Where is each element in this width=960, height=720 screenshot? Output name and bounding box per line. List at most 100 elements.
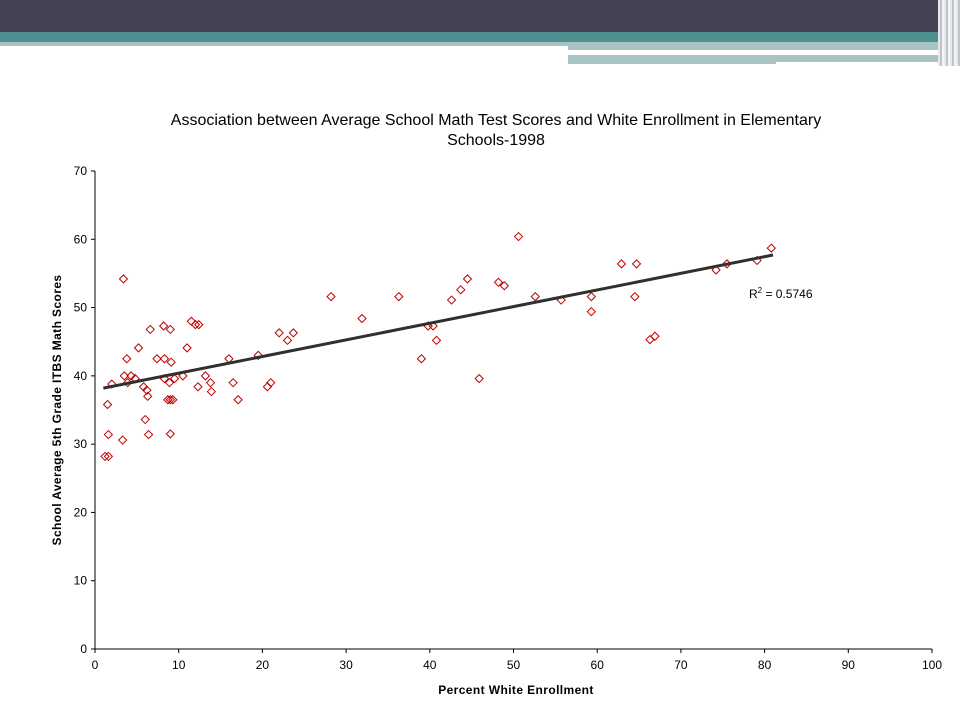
header-divider-line-lower <box>776 62 940 64</box>
x-tick-label: 100 <box>922 658 942 672</box>
slide-header <box>0 0 960 66</box>
data-point <box>133 343 144 353</box>
header-light-band-right <box>568 42 940 50</box>
data-point <box>446 295 457 305</box>
x-tick-label: 60 <box>591 658 605 672</box>
data-point <box>190 319 201 330</box>
data-point <box>530 291 540 302</box>
r-squared-r: R <box>749 287 758 301</box>
data-point <box>253 350 263 361</box>
data-point <box>631 259 642 269</box>
y-tick-label: 30 <box>74 437 88 451</box>
data-point <box>142 385 152 395</box>
data-point <box>326 291 336 302</box>
data-point <box>152 354 162 364</box>
data-point <box>394 291 404 302</box>
trendline <box>103 253 774 390</box>
data-point <box>169 373 180 384</box>
x-tick-label: 30 <box>339 658 353 672</box>
data-point <box>766 243 777 253</box>
r-squared-value: = 0.5746 <box>762 287 813 301</box>
y-tick-label: 40 <box>74 369 88 383</box>
data-point <box>178 371 188 381</box>
data-point <box>200 371 211 381</box>
y-tick-label: 50 <box>74 301 88 315</box>
data-point <box>630 291 640 302</box>
x-tick-label: 10 <box>172 658 186 672</box>
data-point <box>118 274 129 284</box>
header-teal-band <box>0 32 960 42</box>
data-points <box>100 231 777 462</box>
data-point <box>274 328 284 338</box>
x-tick-label: 20 <box>256 658 270 672</box>
data-point <box>650 331 660 341</box>
header-stripe-decoration <box>938 0 960 66</box>
y-tick-label: 10 <box>74 574 88 588</box>
data-point <box>499 281 510 291</box>
x-axis-ticks: 0 10 20 30 40 50 60 70 80 90 100 <box>92 649 942 672</box>
header-light-band-lower <box>568 55 940 64</box>
data-point <box>103 451 114 462</box>
data-point <box>513 231 524 242</box>
header-divider-line <box>568 51 888 53</box>
data-point <box>165 429 176 439</box>
data-point <box>206 386 217 397</box>
data-point <box>645 334 655 345</box>
data-point <box>119 371 130 381</box>
header-dark-band <box>0 0 960 32</box>
data-point <box>193 382 203 392</box>
data-point <box>122 354 132 364</box>
data-point <box>158 321 169 331</box>
data-point <box>493 277 504 288</box>
data-point <box>165 324 176 335</box>
data-point <box>164 377 175 388</box>
data-point <box>456 285 466 295</box>
data-point <box>182 343 192 353</box>
data-point <box>143 391 153 402</box>
data-point <box>100 451 110 462</box>
y-tick-label: 70 <box>74 164 88 178</box>
data-point <box>194 319 204 330</box>
chart-title-line-2: Schools-1998 <box>447 132 545 149</box>
y-axis-ticks: 0 10 20 30 40 50 60 70 <box>74 164 95 656</box>
data-point <box>186 316 196 326</box>
x-tick-label: 80 <box>758 658 772 672</box>
y-tick-label: 60 <box>74 232 88 246</box>
x-tick-label: 70 <box>674 658 688 672</box>
x-tick-label: 90 <box>842 658 856 672</box>
data-point <box>163 395 173 405</box>
data-point <box>431 335 442 346</box>
chart-title-line-1: Association between Average School Math … <box>171 112 821 129</box>
r-squared-superscript: 2 <box>758 286 763 295</box>
data-point <box>586 291 597 302</box>
data-point <box>228 377 238 388</box>
data-point <box>145 324 155 335</box>
data-point <box>102 399 113 410</box>
data-point <box>159 354 170 364</box>
data-point <box>165 395 176 405</box>
data-point <box>462 274 473 284</box>
x-tick-label: 0 <box>92 658 99 672</box>
data-point <box>103 429 114 440</box>
r-squared-label: R2 = 0.5746 <box>749 286 813 301</box>
data-point <box>266 377 276 388</box>
y-tick-label: 20 <box>74 505 88 519</box>
x-tick-label: 50 <box>507 658 521 672</box>
x-axis-label: Percent White Enrollment <box>438 683 594 697</box>
data-point <box>107 379 117 389</box>
data-point <box>168 395 178 405</box>
data-point <box>711 265 721 275</box>
data-point <box>288 328 299 338</box>
data-point <box>282 335 293 346</box>
data-point <box>143 429 154 440</box>
data-point <box>428 321 438 331</box>
data-point <box>126 371 136 381</box>
data-point <box>616 259 627 269</box>
data-point <box>117 435 128 445</box>
x-tick-label: 40 <box>423 658 437 672</box>
data-point <box>357 313 367 324</box>
data-point <box>233 395 243 405</box>
y-tick-label: 0 <box>80 642 87 656</box>
data-point <box>140 414 150 425</box>
